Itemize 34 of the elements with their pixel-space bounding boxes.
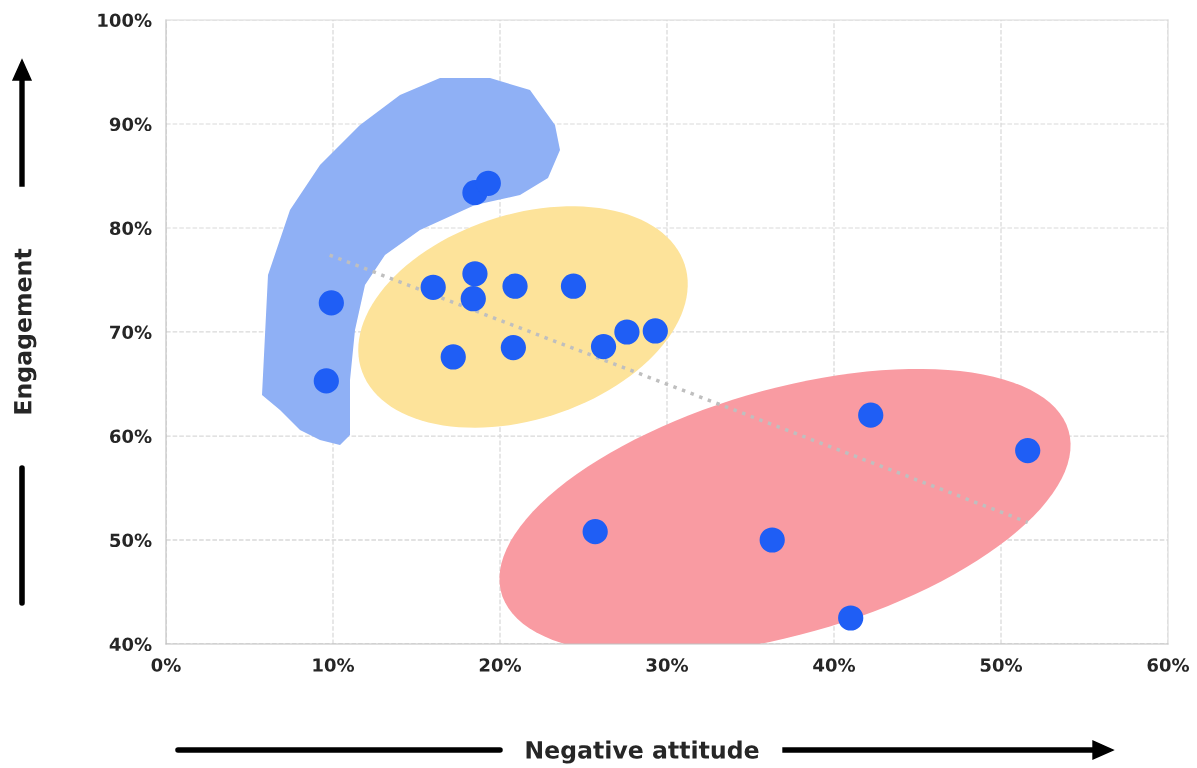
point [475,170,501,196]
point [460,286,486,312]
point [590,333,617,360]
point [582,519,608,545]
point [440,344,466,370]
point [858,402,884,428]
y-tick-label: 90% [109,117,152,132]
x-tick-label: 60% [1147,658,1190,672]
x-tick-label: 40% [813,658,856,672]
y-tick-label: 50% [110,533,152,548]
x-tick-label: 20% [479,658,522,672]
x-axis-title: Negative attitude [526,740,759,764]
point [1015,437,1041,464]
point [462,261,488,287]
point [642,318,668,344]
y-tick-label: 70% [110,325,152,340]
point [838,605,864,631]
point [614,319,640,345]
y-tick-label: 80% [110,221,152,236]
point [759,527,785,553]
point [313,368,339,394]
y-tick-label: 40% [109,637,152,652]
x-tick-label: 50% [980,658,1023,672]
y-tick-label: 60% [110,429,152,444]
x-tick-label: 0% [151,658,181,672]
point [560,273,587,299]
y-axis-title: Engagement [14,248,37,414]
y-tick-label: 100% [98,13,152,28]
x-tick-label: 30% [646,658,689,672]
point [420,274,446,300]
x-tick-label: 10% [313,658,355,672]
point [502,273,528,299]
point [500,334,526,361]
point [318,290,344,316]
